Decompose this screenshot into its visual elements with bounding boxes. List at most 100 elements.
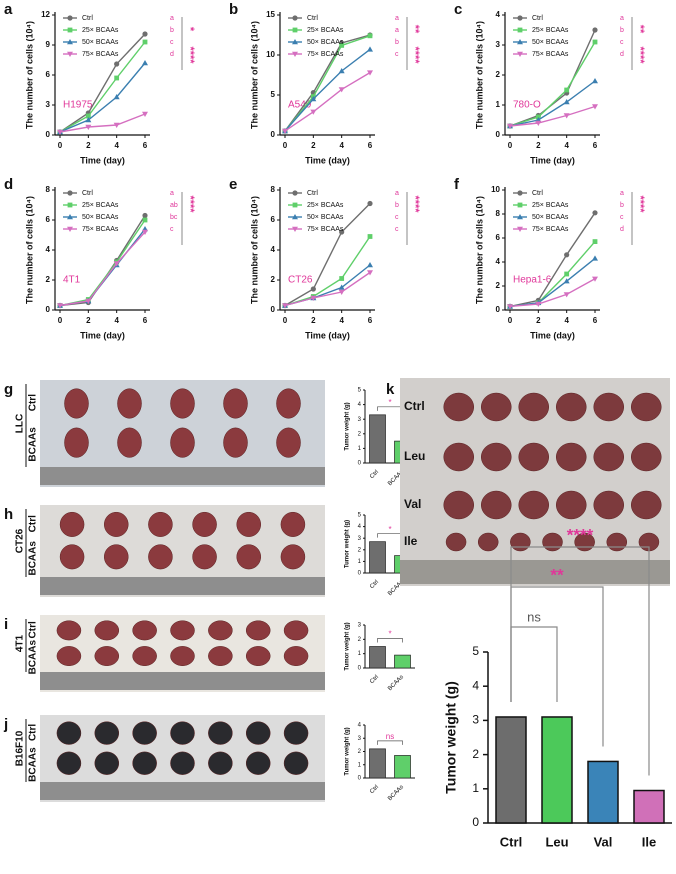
marker bbox=[367, 234, 373, 239]
group-letter: a bbox=[170, 15, 174, 22]
group-letter: a bbox=[620, 15, 624, 22]
tumor bbox=[556, 490, 587, 520]
x-tick-label: 6 bbox=[593, 141, 598, 150]
x-tick-label: 6 bbox=[143, 316, 148, 325]
tumor bbox=[170, 620, 195, 641]
significance: **** bbox=[409, 46, 421, 64]
y-tick-label: 0 bbox=[496, 130, 501, 139]
y-tick-label: 4 bbox=[472, 678, 479, 692]
marker bbox=[367, 46, 373, 52]
y-axis-title: The number of cells (10⁴) bbox=[24, 21, 34, 129]
x-tick-label: BCAAs bbox=[387, 674, 405, 692]
tumor bbox=[64, 388, 89, 419]
marker bbox=[292, 39, 298, 45]
row-label: BCAAs bbox=[28, 427, 39, 462]
tumor bbox=[236, 511, 261, 537]
legend-label: 50× BCAAs bbox=[307, 39, 344, 46]
tumor bbox=[148, 511, 173, 537]
x-tick-label: 4 bbox=[564, 316, 569, 325]
x-tick-label: Ctrl bbox=[369, 674, 380, 685]
y-axis-title: The number of cells (10⁴) bbox=[249, 196, 259, 304]
tumor bbox=[132, 721, 157, 745]
x-tick-label: 2 bbox=[311, 316, 316, 325]
marker bbox=[367, 33, 373, 39]
series-line bbox=[59, 113, 146, 133]
y-tick-label: 1 bbox=[472, 781, 479, 795]
marker bbox=[310, 109, 317, 115]
significance-bracket bbox=[377, 638, 403, 643]
tumor bbox=[245, 620, 271, 641]
marker bbox=[142, 111, 148, 117]
legend-label: 25× BCAAs bbox=[532, 27, 569, 34]
legend-label: Ctrl bbox=[82, 15, 93, 22]
tumor bbox=[276, 388, 301, 419]
y-tick-label: 2 bbox=[271, 275, 276, 284]
marker bbox=[292, 202, 298, 208]
marker bbox=[367, 262, 373, 268]
cell-line-label: 780-O bbox=[513, 100, 541, 111]
legend-label: 75× BCAAs bbox=[82, 226, 119, 233]
y-axis-title: Tumor weight (g) bbox=[345, 622, 351, 670]
y-tick-label: 0 bbox=[358, 666, 362, 672]
x-tick-label: 0 bbox=[283, 316, 288, 325]
marker bbox=[338, 284, 345, 290]
group-letter: b bbox=[620, 27, 624, 34]
marker bbox=[367, 200, 373, 207]
group-letter: b bbox=[395, 202, 399, 209]
significance: ** bbox=[634, 25, 646, 34]
significance-bracket bbox=[377, 533, 403, 538]
tumor bbox=[94, 721, 120, 745]
marker bbox=[517, 51, 523, 57]
marker bbox=[517, 226, 523, 232]
tumor bbox=[481, 490, 512, 520]
x-axis-title: Time (day) bbox=[530, 155, 575, 165]
legend-label: Ctrl bbox=[532, 190, 543, 197]
marker bbox=[142, 39, 148, 45]
x-tick-label: 2 bbox=[536, 316, 541, 325]
y-tick-label: 3 bbox=[358, 417, 362, 423]
group-letter: a bbox=[395, 27, 399, 34]
legend-label: 75× BCAAs bbox=[532, 51, 569, 58]
marker bbox=[85, 124, 92, 130]
marker bbox=[535, 120, 542, 126]
tumor bbox=[556, 392, 587, 422]
y-tick-label: 5 bbox=[358, 388, 362, 394]
row-label: Ctrl bbox=[28, 724, 39, 741]
x-tick-label: 4 bbox=[339, 141, 344, 150]
y-tick-label: 3 bbox=[472, 713, 479, 727]
x-tick-label: 0 bbox=[508, 141, 513, 150]
marker bbox=[563, 278, 570, 284]
legend-label: 50× BCAAs bbox=[532, 39, 569, 46]
legend-label: 75× BCAAs bbox=[532, 226, 569, 233]
bar bbox=[587, 760, 619, 824]
y-tick-label: 4 bbox=[358, 402, 362, 408]
group-letter: c bbox=[170, 39, 174, 46]
row-label: Ctrl bbox=[28, 621, 39, 638]
marker bbox=[67, 27, 73, 33]
marker bbox=[142, 60, 148, 66]
tumor bbox=[170, 388, 195, 419]
x-tick-label: Ile bbox=[642, 834, 656, 849]
x-tick-label: 6 bbox=[368, 141, 373, 150]
y-tick-label: 4 bbox=[496, 10, 501, 19]
x-tick-label: Val bbox=[594, 834, 613, 849]
tumor bbox=[593, 442, 624, 472]
marker bbox=[592, 27, 598, 33]
y-axis-title: Tumor weight (g) bbox=[345, 727, 351, 775]
y-tick-label: 2 bbox=[496, 281, 501, 290]
y-tick-label: 0 bbox=[271, 305, 276, 314]
marker bbox=[592, 255, 598, 261]
cell-line-label: CT26 bbox=[15, 528, 26, 553]
y-tick-label: 1 bbox=[496, 100, 501, 109]
bar bbox=[369, 541, 386, 574]
x-tick-label: 0 bbox=[508, 316, 513, 325]
panel-letter: k bbox=[386, 381, 395, 398]
series-line bbox=[284, 48, 371, 132]
x-tick-label: 0 bbox=[58, 141, 63, 150]
marker bbox=[282, 303, 288, 309]
group-letter: a bbox=[395, 190, 399, 197]
tumor bbox=[593, 392, 624, 422]
panel-letter: c bbox=[454, 1, 462, 18]
marker bbox=[564, 252, 570, 258]
marker bbox=[517, 15, 523, 21]
